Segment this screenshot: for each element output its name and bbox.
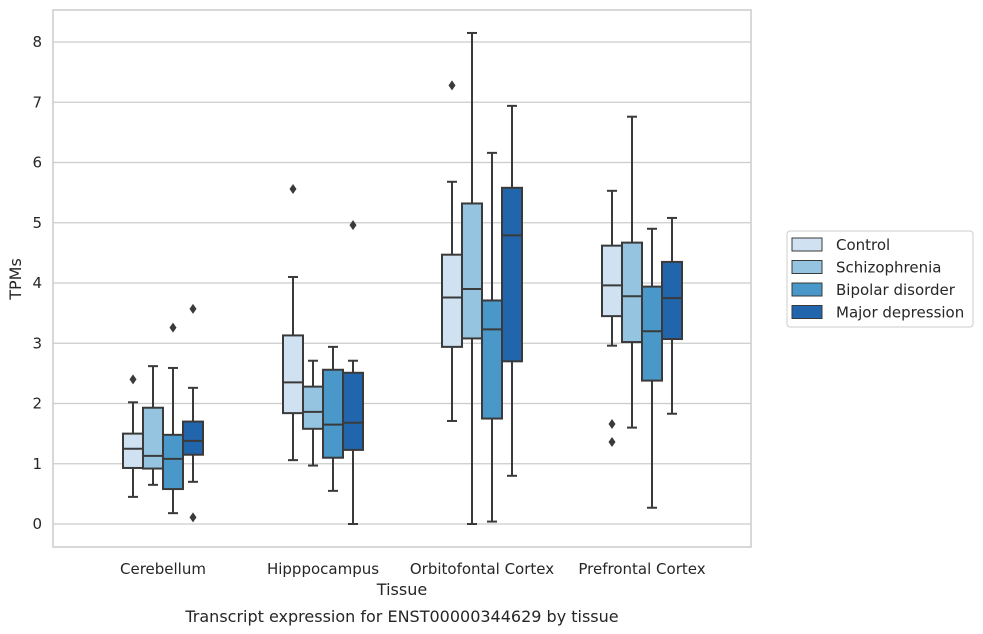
outlier-marker [169,322,177,333]
box-body [441,253,463,348]
box-body [661,260,683,341]
box-body [342,371,364,451]
y-tick-label: 5 [32,214,42,232]
box-schizophrenia-0 [142,365,164,486]
box-body [601,244,623,318]
box-control-1 [282,184,304,462]
legend-label: Major depression [836,304,964,322]
box-major-depression-0 [182,303,204,523]
x-axis-label: Tissue [376,580,427,599]
box-body [162,433,184,491]
legend-swatch [791,260,823,274]
box-body [322,368,344,459]
y-axis-label: TPMs [6,258,25,301]
x-tick-label: Hipppocampus [267,560,379,578]
chart-caption: Transcript expression for ENST0000034462… [184,607,618,626]
boxes-layer [122,31,683,525]
legend-label: Control [836,236,890,254]
y-tick-label: 4 [32,274,42,292]
legend: Control Schizophrenia Bipolar disorder Majo… [786,230,974,328]
box-body [461,202,483,340]
box-schizophrenia-3 [621,115,643,429]
box-schizophrenia-1 [302,359,324,467]
y-tick-label: 8 [32,33,42,51]
x-tick-label: Cerebellum [120,560,206,578]
legend-frame [786,230,974,328]
box-body [182,420,204,456]
y-tick-label: 0 [32,515,42,533]
box-body [481,299,503,420]
legend-label: Bipolar disorder [836,281,956,299]
x-tick-labels: Cerebellum Hipppocampus Orbitofontal Corte… [120,560,706,578]
outlier-marker [189,512,197,523]
box-schizophrenia-2 [461,31,483,525]
box-body [142,406,164,470]
box-body [501,186,523,363]
legend-swatch [791,282,823,297]
box-major-depression-3 [661,216,683,415]
plot-frame [52,9,752,548]
y-tick-label: 6 [32,154,42,172]
legend-label: Schizophrenia [836,259,941,277]
box-body [282,334,304,415]
y-tick-label: 3 [32,334,42,352]
box-major-depression-2 [501,104,523,477]
outlier-marker [289,184,297,195]
legend-swatch [791,305,823,319]
box-body [122,432,144,469]
box-body [641,285,663,382]
x-tick-label: Prefrontal Cortex [578,560,705,578]
box-control-2 [441,80,463,422]
box-control-3 [601,189,623,448]
x-tick-label: Orbitofontal Cortex [410,560,554,578]
outlier-marker [608,418,616,429]
legend-swatch [791,237,823,252]
box-body [621,241,643,344]
box-major-depression-1 [342,220,364,525]
box-bipolar-disorder-2 [481,151,503,523]
y-tick-labels: 0 1 2 3 4 5 6 7 8 [32,33,42,533]
outlier-marker [349,220,357,231]
gridlines [53,41,751,525]
y-tick-label: 7 [32,93,42,111]
outlier-marker [189,303,197,314]
y-tick-label: 2 [32,395,42,413]
outlier-marker [448,80,456,91]
box-bipolar-disorder-0 [162,322,184,515]
y-tick-label: 1 [32,455,42,473]
outlier-marker [129,374,137,385]
outlier-marker [608,437,616,448]
box-body [302,385,324,430]
